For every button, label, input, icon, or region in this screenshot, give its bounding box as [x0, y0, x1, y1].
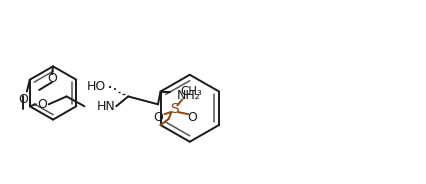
Text: S: S — [170, 102, 179, 116]
Text: O: O — [154, 111, 164, 124]
Text: CH₃: CH₃ — [180, 85, 202, 98]
Text: NH₂: NH₂ — [176, 89, 200, 102]
Text: HO: HO — [87, 80, 106, 93]
Text: O: O — [47, 72, 57, 85]
Text: HN: HN — [96, 100, 115, 113]
Text: O: O — [187, 111, 197, 124]
Text: O: O — [37, 98, 47, 111]
Text: O: O — [18, 93, 28, 106]
